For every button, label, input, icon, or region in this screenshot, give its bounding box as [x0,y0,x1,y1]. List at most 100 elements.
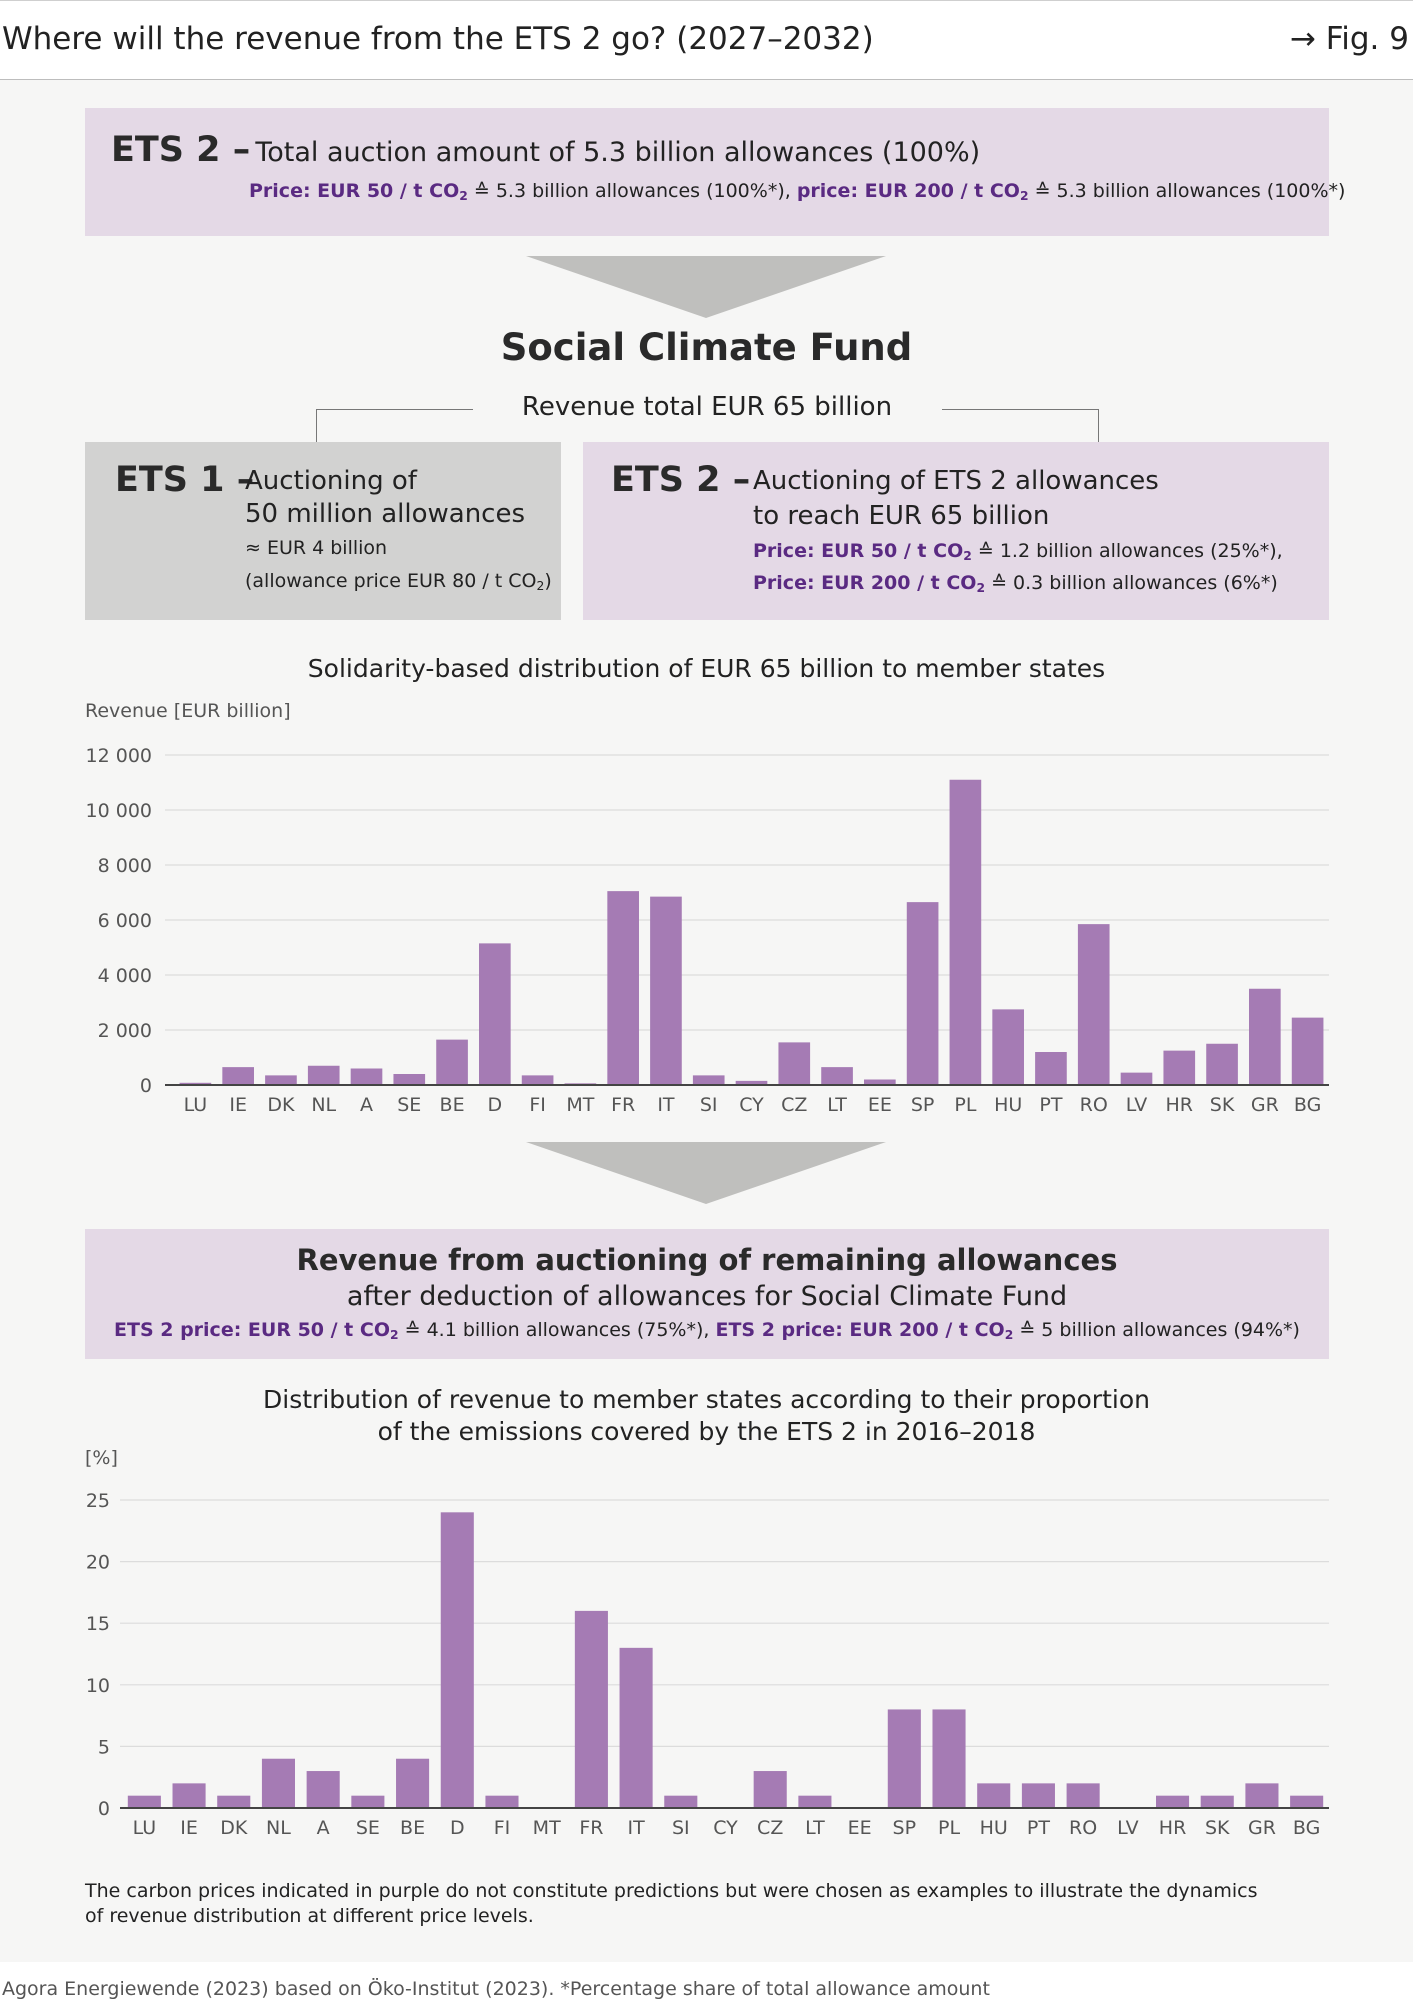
bar-lu [179,1082,212,1084]
bar-cy [735,1080,768,1084]
x-tick-label: LT [805,1817,825,1839]
x-tick-label: NL [311,1094,336,1116]
down-arrow-icon [526,256,886,318]
price-200-value: ≙ 5.3 billion allowances (100%*) [1028,180,1346,202]
price-200-label: price: EUR 200 / t CO [796,180,1020,202]
page-title: Where will the revenue from the ETS 2 go… [2,21,874,57]
x-tick-label: BE [400,1817,425,1839]
bar-sk [1206,1043,1238,1084]
note-line1: The carbon prices indicated in purple do… [85,1880,1258,1902]
x-tick-label: IE [229,1094,247,1116]
bar-be [396,1758,430,1807]
remaining-allowances-prices: ETS 2 price: EUR 50 / t CO2 ≙ 4.1 billio… [85,1319,1329,1342]
y-tick-label: 6 000 [98,910,152,932]
bar-mt [564,1083,597,1084]
bar-pl [949,779,982,1084]
x-tick-label: GR [1251,1094,1279,1116]
ets1-box: ETS 1 – Auctioning of 50 million allowan… [85,442,561,620]
x-tick-label: HU [980,1817,1008,1839]
x-tick-label: SK [1210,1094,1235,1116]
bar-d [479,943,511,1084]
bar-ee [864,1079,896,1084]
bar-nl [261,1758,296,1807]
bar-dk [265,1075,297,1084]
bar-pl [932,1709,966,1807]
y-tick-label: 12 000 [86,745,152,767]
ets1-line2: 50 million allowances [245,499,526,529]
source-text: Agora Energiewende (2023) based on Öko-I… [2,1978,990,2000]
y-axis-label: Revenue [EUR billion] [85,700,291,722]
ets2-label: ETS 2 – [111,130,251,170]
x-tick-label: DK [267,1094,295,1116]
y-tick-label: 15 [86,1613,110,1635]
x-tick-label: SE [356,1817,380,1839]
x-tick-label: DK [220,1817,248,1839]
bar-cz [753,1771,787,1807]
bar-lt [798,1795,832,1807]
x-tick-label: LT [827,1094,847,1116]
source-footer: Agora Energiewende (2023) based on Öko-I… [0,1962,1413,2016]
co2-subscript: 2 [1019,189,1029,204]
bar-cz [778,1042,811,1084]
bar-fr [574,1610,608,1807]
chart2-title-line1: Distribution of revenue to member states… [263,1385,1150,1414]
co2-subscript: 2 [536,579,545,594]
bar-gr [1245,1783,1279,1807]
x-tick-label: RO [1069,1817,1097,1839]
bracket-right [942,409,1099,443]
bar-fr [607,891,639,1084]
bar-sk [1200,1795,1234,1807]
social-climate-fund-title: Social Climate Fund [500,326,913,369]
down-arrow-icon [526,1142,886,1204]
x-tick-label: LV [1117,1817,1139,1839]
ets2-price-50: Price: EUR 50 / t CO2 ≙ 1.2 billion allo… [753,540,1283,563]
revenue-total: Revenue total EUR 65 billion [473,390,941,424]
ets1-line1: Auctioning of [245,466,417,496]
bar-pt [1035,1052,1067,1084]
x-tick-label: NL [266,1817,291,1839]
y-tick-label: 5 [98,1736,110,1758]
bar-hu [992,1009,1024,1084]
ets1-heading: ETS 1 – [115,460,254,500]
ets2-label: ETS 2 – [611,460,751,500]
x-tick-label: CZ [757,1817,783,1839]
price-50-value: ≙ 4.1 billion allowances (75%*), [398,1319,716,1341]
total-auction-lead: Total auction amount of 5.3 billion allo… [255,137,981,168]
y-tick-label: 10 [86,1675,110,1697]
price-50-label: Price: EUR 50 / t CO [753,540,964,562]
x-tick-label: A [317,1817,330,1839]
x-tick-label: FI [494,1817,511,1839]
ets1-price-end: ) [544,570,552,592]
total-auction-prices: Price: EUR 50 / t CO2 ≙ 5.3 billion allo… [249,180,1345,203]
ets2-line2: to reach EUR 65 billion [753,501,1050,531]
bar-sp [887,1709,921,1807]
co2-subscript: 2 [976,581,986,596]
bar-hr [1163,1050,1196,1084]
ets1-line4: (allowance price EUR 80 / t CO2) [245,570,552,593]
co2-subscript: 2 [1004,1328,1014,1343]
bar-it [650,896,682,1084]
bar-hr [1155,1795,1190,1807]
x-tick-label: CZ [781,1094,807,1116]
x-tick-label: A [360,1094,373,1116]
bar-it [619,1647,653,1807]
x-tick-label: SP [911,1094,935,1116]
bar-nl [307,1065,340,1084]
co2-subscript: 2 [389,1328,399,1343]
x-tick-label: SE [397,1094,421,1116]
x-tick-label: BG [1294,1094,1321,1116]
page-header: Where will the revenue from the ETS 2 go… [0,0,1413,80]
total-auction-heading: ETS 2 – Total auction amount of 5.3 bill… [111,130,980,170]
bar-fi [521,1075,554,1084]
ets2-line1: Auctioning of ETS 2 allowances [753,466,1159,496]
x-tick-label: LV [1126,1094,1148,1116]
x-tick-label: IT [657,1094,675,1116]
ets2-price-200: Price: EUR 200 / t CO2 ≙ 0.3 billion all… [753,572,1278,595]
bar-se [351,1795,385,1807]
price-200-label: Price: EUR 200 / t CO [753,572,977,594]
x-tick-label: EE [848,1817,872,1839]
ets1-price-text: (allowance price EUR 80 / t CO [245,570,537,592]
bar-d [440,1512,474,1807]
x-tick-label: LU [184,1094,208,1116]
bar-si [692,1075,725,1084]
